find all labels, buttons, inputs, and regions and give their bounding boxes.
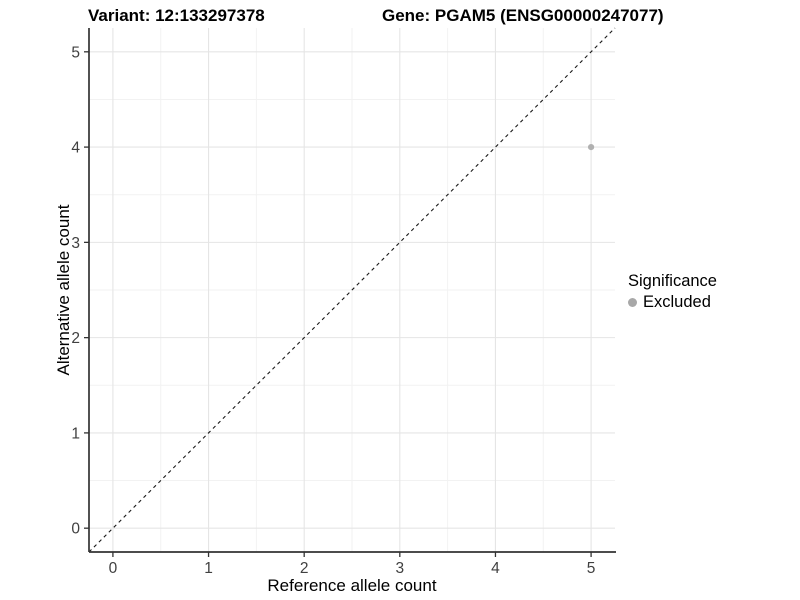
- y-tick-label: 5: [71, 44, 80, 61]
- legend-items: Excluded: [628, 293, 717, 312]
- y-axis-label: Alternative allele count: [54, 204, 73, 376]
- x-tick-label: 4: [491, 560, 500, 577]
- legend: Significance Excluded: [628, 271, 717, 312]
- y-tick-label: 0: [71, 521, 80, 538]
- x-tick-label: 3: [396, 560, 405, 577]
- x-tick-label: 0: [109, 560, 118, 577]
- legend-item-label: Excluded: [643, 293, 711, 311]
- x-tick-label: 2: [300, 560, 309, 577]
- x-axis-label: Reference allele count: [267, 576, 437, 595]
- gene-title: Gene: PGAM5 (ENSG00000247077): [382, 6, 664, 25]
- y-tick-label: 1: [71, 425, 80, 442]
- variant-title: Variant: 12:133297378: [88, 6, 265, 25]
- data-point: [587, 143, 595, 151]
- x-tick-label: 1: [204, 560, 213, 577]
- y-tick-label: 2: [71, 330, 80, 347]
- x-tick-label: 5: [587, 560, 596, 577]
- legend-item: Excluded: [628, 293, 717, 312]
- diagonal-reference-line: [88, 27, 616, 553]
- y-tick-label: 3: [71, 235, 80, 252]
- y-tick-label: 4: [71, 140, 80, 157]
- legend-title: Significance: [628, 272, 717, 290]
- legend-marker-icon: [628, 298, 637, 307]
